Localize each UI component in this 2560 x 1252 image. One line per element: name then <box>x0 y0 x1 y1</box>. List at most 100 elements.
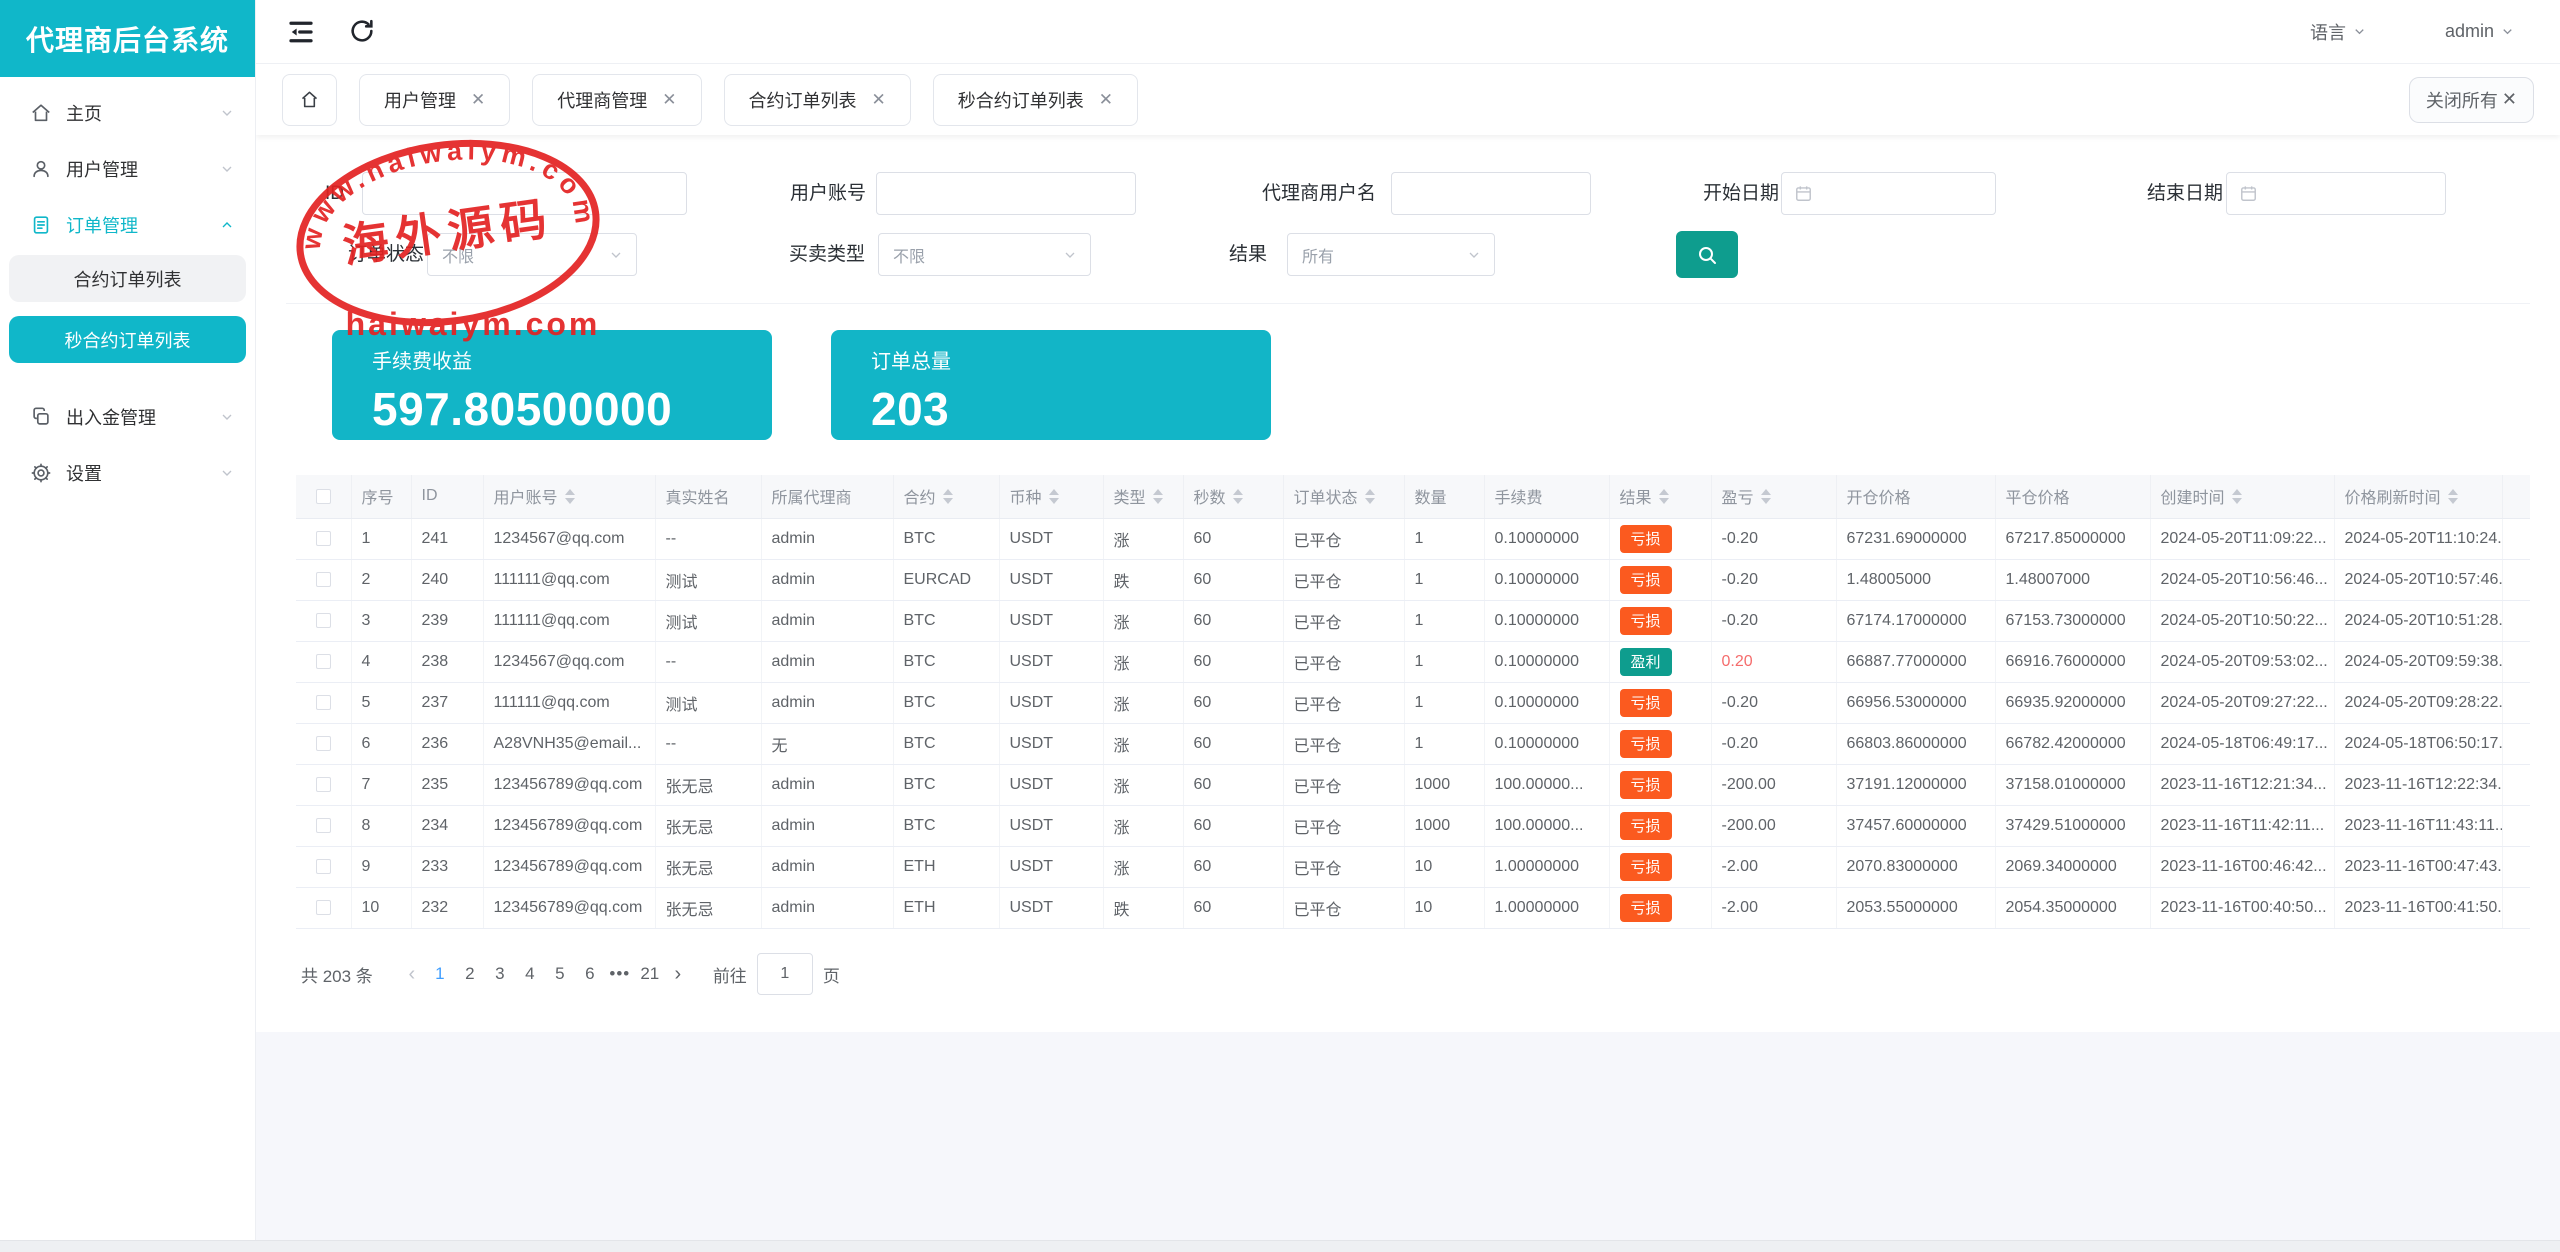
sort-icon[interactable] <box>1152 488 1163 504</box>
column-header[interactable]: 创建时间 <box>2150 475 2335 519</box>
goto-page-input[interactable] <box>756 953 813 995</box>
column-header-label: 平仓价格 <box>2005 490 2070 508</box>
search-button[interactable] <box>1676 231 1738 278</box>
tab[interactable]: 秒合约订单列表 ✕ <box>932 73 1138 126</box>
cell-result: 亏损 <box>1609 887 1712 929</box>
sidebar-item-user-management[interactable]: 用户管理 <box>0 141 255 197</box>
user-dropdown[interactable]: admin <box>2445 21 2515 42</box>
refresh-icon[interactable] <box>348 17 378 47</box>
column-header[interactable]: 合约 <box>893 475 1000 519</box>
sort-icon[interactable] <box>1048 488 1059 504</box>
user-icon <box>30 158 52 180</box>
order-status-select[interactable]: 不限 <box>427 233 637 276</box>
tab[interactable]: 合约订单列表 ✕ <box>723 73 911 126</box>
cell-qty: 1 <box>1404 518 1485 560</box>
page-number[interactable]: ••• <box>609 964 631 983</box>
result-badge: 亏损 <box>1619 729 1672 758</box>
user-label: admin <box>2444 21 2494 41</box>
language-dropdown[interactable]: 语言 <box>2310 19 2367 45</box>
row-checkbox[interactable] <box>315 653 331 669</box>
page-number[interactable]: 2 <box>465 964 475 983</box>
column-header[interactable]: 类型 <box>1103 475 1184 519</box>
cell-realname: 测试 <box>655 682 762 724</box>
page-number[interactable]: 6 <box>585 964 595 983</box>
page-number[interactable]: 3 <box>495 964 505 983</box>
row-checkbox[interactable] <box>315 571 331 587</box>
tab[interactable]: 代理商管理 ✕ <box>532 73 702 126</box>
column-header-label: ID <box>421 487 438 505</box>
collapse-sidebar-icon[interactable] <box>286 17 316 47</box>
cell-qty: 10 <box>1404 887 1485 929</box>
page-number[interactable]: 4 <box>525 964 535 983</box>
row-checkbox[interactable] <box>315 735 331 751</box>
cell-id: 237 <box>411 682 484 724</box>
sidebar-subitem[interactable]: 秒合约订单列表 <box>9 316 246 363</box>
page-number[interactable]: 21 <box>640 964 660 983</box>
tab-close-icon[interactable]: ✕ <box>871 89 886 109</box>
row-checkbox[interactable] <box>315 530 331 546</box>
column-header[interactable]: 所属代理商 <box>761 475 894 519</box>
pnl-value: -0.20 <box>1721 611 1758 629</box>
column-header[interactable]: 真实姓名 <box>655 475 762 519</box>
cell-id: 234 <box>411 805 484 847</box>
column-header[interactable]: 结果 <box>1609 475 1712 519</box>
page-number[interactable]: 1 <box>435 964 445 983</box>
sidebar-item-order-management[interactable]: 订单管理 <box>0 197 255 253</box>
page-prev-button[interactable]: ‹ <box>408 962 416 985</box>
close-all-button[interactable]: 关闭所有 ✕ <box>2408 76 2534 123</box>
start-date-input[interactable] <box>1781 172 1996 215</box>
tab-close-icon[interactable]: ✕ <box>662 89 677 109</box>
column-header[interactable]: 订单状态 <box>1283 475 1405 519</box>
row-checkbox[interactable] <box>315 776 331 792</box>
row-checkbox[interactable] <box>315 694 331 710</box>
sort-icon[interactable] <box>1232 488 1243 504</box>
cell-refresh-time: 2024-05-20T10:57:46... <box>2334 559 2503 601</box>
column-header[interactable]: 用户账号 <box>483 475 656 519</box>
tab[interactable]: 用户管理 ✕ <box>359 73 511 126</box>
select-all-checkbox[interactable] <box>315 488 331 504</box>
sidebar-subitem[interactable]: 合约订单列表 <box>9 255 246 302</box>
account-input[interactable] <box>876 172 1136 215</box>
result-select[interactable]: 所有 <box>1287 233 1495 276</box>
sort-icon[interactable] <box>1364 488 1375 504</box>
cell-agent: admin <box>761 682 894 724</box>
sidebar-item-funds-management[interactable]: 出入金管理 <box>0 389 255 445</box>
sort-icon[interactable] <box>942 488 953 504</box>
cell-coin: USDT <box>999 805 1104 847</box>
column-header[interactable]: 开仓价格 <box>1836 475 1996 519</box>
tab-close-icon[interactable]: ✕ <box>1098 89 1113 109</box>
id-input[interactable] <box>362 172 687 215</box>
row-checkbox[interactable] <box>315 612 331 628</box>
end-date-input[interactable] <box>2226 172 2446 215</box>
column-header[interactable]: 秒数 <box>1183 475 1284 519</box>
sidebar-item-settings[interactable]: 设置 <box>0 445 255 501</box>
column-header-label: 盈亏 <box>1721 490 1754 508</box>
page-number[interactable]: 5 <box>555 964 565 983</box>
row-checkbox[interactable] <box>315 858 331 874</box>
horizontal-scrollbar[interactable] <box>0 1240 2560 1252</box>
agent-input[interactable] <box>1391 172 1591 215</box>
tab-close-icon[interactable]: ✕ <box>471 89 486 109</box>
column-header[interactable]: 盈亏 <box>1711 475 1837 519</box>
sort-icon[interactable] <box>2231 488 2242 504</box>
column-header[interactable]: 平仓价格 <box>1995 475 2151 519</box>
column-header[interactable]: 序号 <box>351 475 412 519</box>
page-next-button[interactable]: › <box>674 962 682 985</box>
trade-type-select[interactable]: 不限 <box>878 233 1091 276</box>
row-checkbox[interactable] <box>315 817 331 833</box>
column-header[interactable]: 数量 <box>1404 475 1485 519</box>
column-header[interactable]: 手续费 <box>1484 475 1610 519</box>
row-checkbox[interactable] <box>315 899 331 915</box>
sort-icon[interactable] <box>1658 488 1669 504</box>
sort-icon[interactable] <box>2447 488 2458 504</box>
column-header[interactable]: ID <box>411 475 484 519</box>
column-header[interactable]: 币种 <box>999 475 1104 519</box>
tab-home[interactable] <box>282 73 337 126</box>
sidebar-item-home[interactable]: 主页 <box>0 85 255 141</box>
cell-pnl: 0.20 <box>1711 641 1837 683</box>
cell-seconds: 60 <box>1183 723 1284 765</box>
column-header[interactable]: 价格刷新时间 <box>2334 475 2503 519</box>
sort-icon[interactable] <box>1760 488 1771 504</box>
order-status-value: 不限 <box>442 248 475 266</box>
sort-icon[interactable] <box>564 488 575 504</box>
